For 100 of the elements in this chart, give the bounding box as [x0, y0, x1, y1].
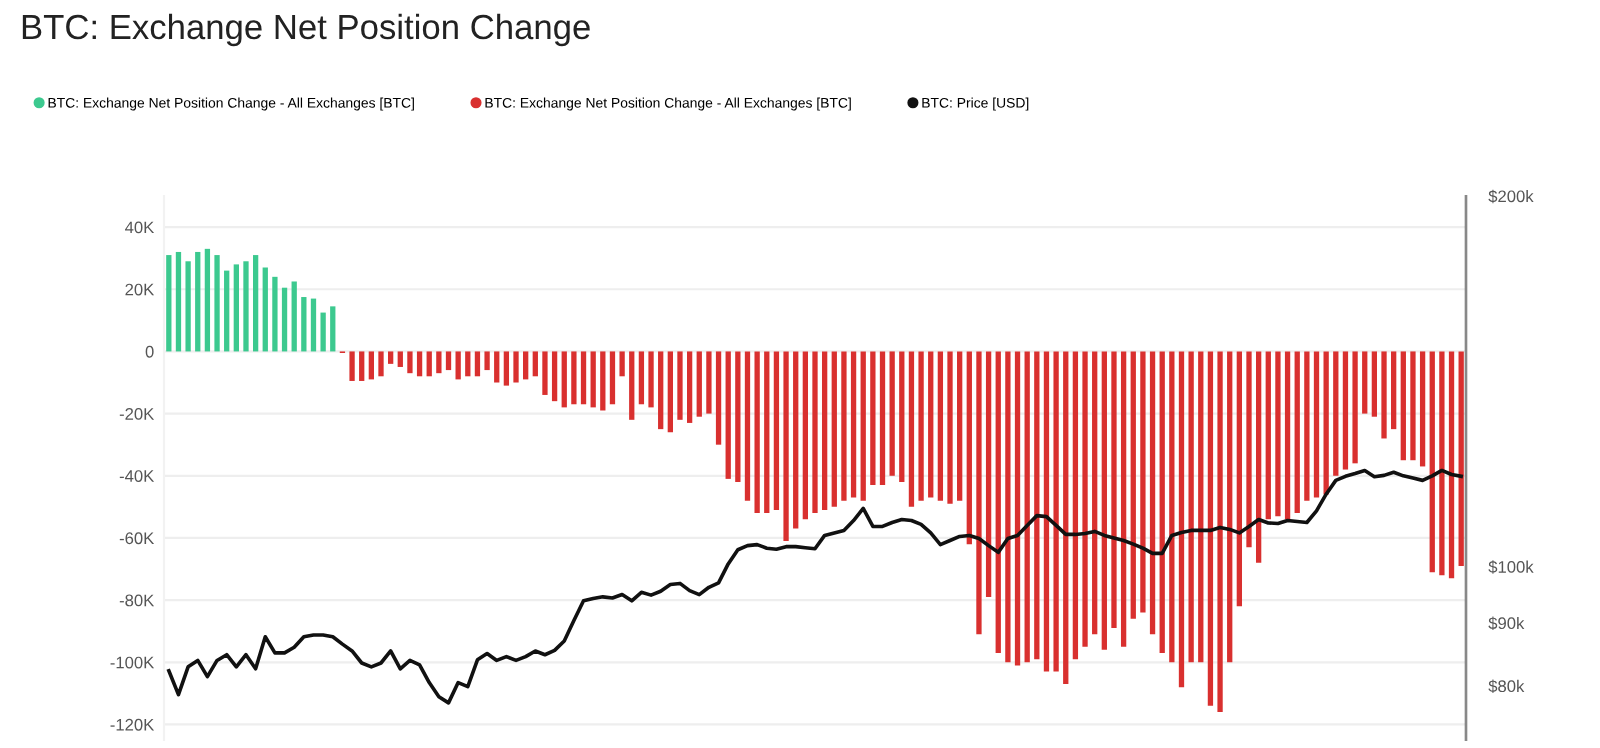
bar	[320, 312, 326, 352]
bar	[349, 351, 355, 381]
bar	[1149, 351, 1156, 635]
bar	[204, 248, 211, 352]
bar	[908, 351, 915, 507]
bar	[947, 351, 953, 504]
bar	[1352, 351, 1358, 464]
bar	[1362, 351, 1368, 414]
bar	[831, 351, 837, 507]
bar	[725, 351, 731, 479]
bar	[619, 351, 625, 377]
bar	[1120, 351, 1127, 647]
bar	[359, 351, 365, 381]
bar	[1400, 351, 1406, 461]
y-tick-label: 0	[145, 345, 154, 358]
bar	[1458, 351, 1464, 566]
bar	[1053, 351, 1059, 672]
bar	[1072, 351, 1079, 660]
bar	[1188, 351, 1194, 663]
bar	[1323, 351, 1329, 495]
bar	[812, 351, 818, 514]
bar	[821, 351, 828, 510]
bar	[378, 351, 384, 377]
bar	[1265, 351, 1271, 520]
bar	[793, 351, 799, 529]
chart-title: BTC: Exchange Net Position Change	[22, 13, 590, 47]
bar	[937, 351, 944, 501]
bar	[523, 351, 529, 380]
bar	[976, 351, 982, 635]
bar	[175, 251, 182, 352]
bar	[686, 351, 693, 423]
bar	[1419, 351, 1426, 467]
bar	[166, 255, 172, 352]
bar	[1043, 351, 1050, 672]
bar	[503, 351, 510, 386]
bar	[966, 351, 972, 545]
bar	[494, 351, 500, 383]
bar	[397, 351, 403, 367]
bar	[850, 351, 857, 498]
bar	[233, 264, 239, 352]
bar	[1178, 351, 1185, 688]
bar	[1014, 351, 1021, 666]
bar	[648, 351, 654, 408]
bar	[561, 351, 567, 408]
bar	[609, 351, 616, 405]
bar	[1275, 351, 1281, 517]
bar	[638, 351, 645, 405]
bar	[426, 351, 432, 377]
bar	[272, 276, 278, 352]
bar	[928, 351, 934, 498]
bar	[1169, 351, 1175, 663]
bar	[590, 351, 596, 408]
bar	[445, 351, 452, 371]
bar	[1159, 351, 1165, 653]
bar	[407, 351, 413, 374]
y-tick-label: -60K	[119, 532, 155, 545]
bar	[580, 351, 587, 405]
bar	[262, 267, 268, 352]
bar	[1092, 351, 1098, 635]
bar	[310, 298, 317, 352]
bar	[1198, 351, 1204, 663]
bar	[330, 306, 336, 352]
bar	[841, 351, 847, 501]
bar	[667, 351, 673, 433]
bar	[995, 351, 1001, 653]
bar	[1140, 351, 1146, 613]
bar	[764, 351, 770, 514]
y2-tick-label: $90k	[1488, 616, 1525, 631]
bar	[1284, 351, 1291, 520]
bar	[773, 351, 780, 510]
bar	[1255, 351, 1262, 563]
bar	[214, 255, 220, 352]
bar	[455, 351, 461, 380]
bar	[802, 351, 809, 520]
bar	[1304, 351, 1310, 501]
bar	[551, 351, 558, 402]
bar	[465, 351, 471, 377]
bar	[513, 351, 519, 383]
bar	[224, 270, 230, 352]
bar	[185, 261, 191, 352]
y-tick-label: -40K	[119, 470, 155, 482]
bar	[1313, 351, 1320, 498]
bar	[1063, 351, 1069, 685]
bar	[532, 351, 538, 377]
bar	[542, 351, 548, 395]
bar	[571, 351, 577, 405]
y2-tick-label: $200k	[1488, 189, 1534, 204]
bar	[1111, 351, 1117, 629]
bar	[899, 351, 905, 482]
bar	[706, 351, 712, 414]
bar	[1207, 351, 1214, 706]
bar	[1034, 351, 1040, 660]
bar	[1410, 351, 1416, 461]
bar	[1342, 351, 1349, 470]
bar	[484, 351, 490, 371]
bar	[1227, 351, 1233, 663]
y2-tick-label: $100k	[1488, 560, 1534, 574]
bar	[985, 351, 992, 598]
bar	[387, 351, 394, 364]
bar	[436, 351, 442, 374]
